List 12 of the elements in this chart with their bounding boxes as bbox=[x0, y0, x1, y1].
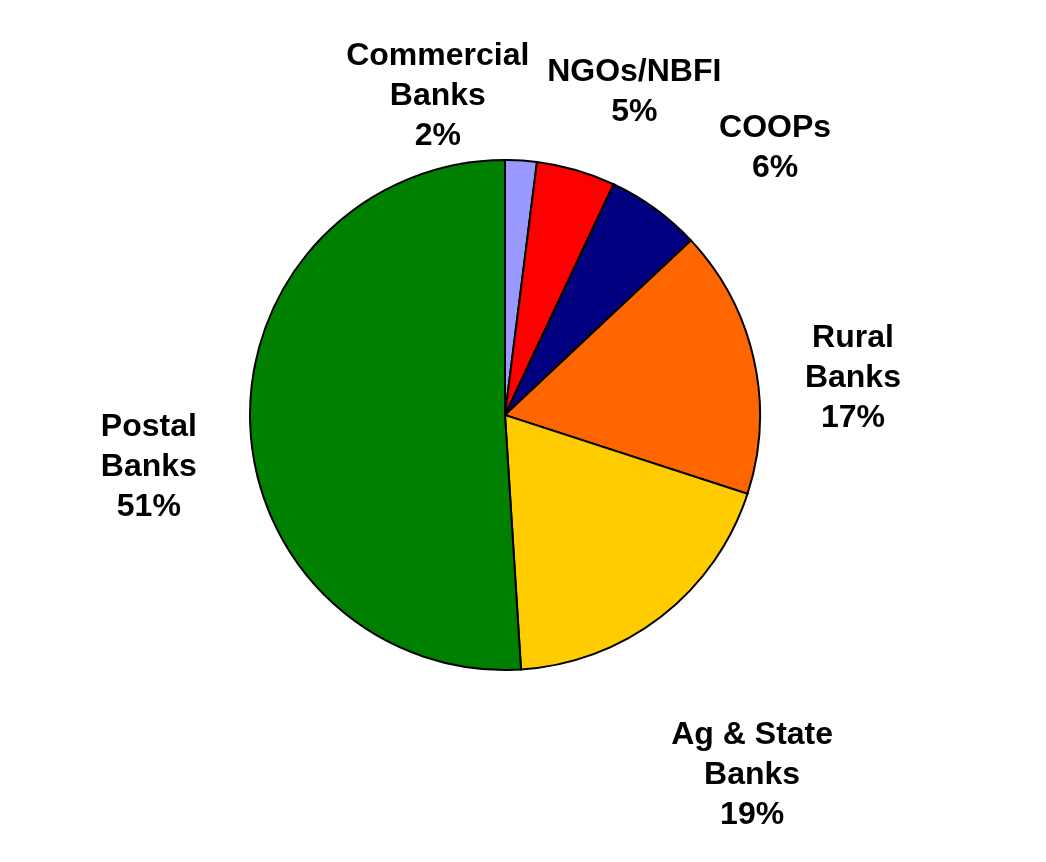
slice-label: NGOs/NBFI bbox=[547, 51, 722, 88]
slice-label: Postal Banks bbox=[100, 407, 197, 484]
slice-label: COOPs bbox=[719, 107, 832, 144]
data-label: 5% bbox=[611, 91, 658, 128]
slice-label: Commercial Banks bbox=[346, 35, 530, 112]
data-label: 17% bbox=[820, 398, 885, 435]
data-label: 19% bbox=[720, 794, 785, 831]
slice-label: Ag & State Banks bbox=[671, 714, 834, 791]
data-label: 51% bbox=[116, 487, 181, 524]
data-label: 6% bbox=[751, 147, 799, 184]
data-label: 2% bbox=[414, 115, 461, 152]
slice-label: Rural Banks bbox=[804, 318, 901, 395]
